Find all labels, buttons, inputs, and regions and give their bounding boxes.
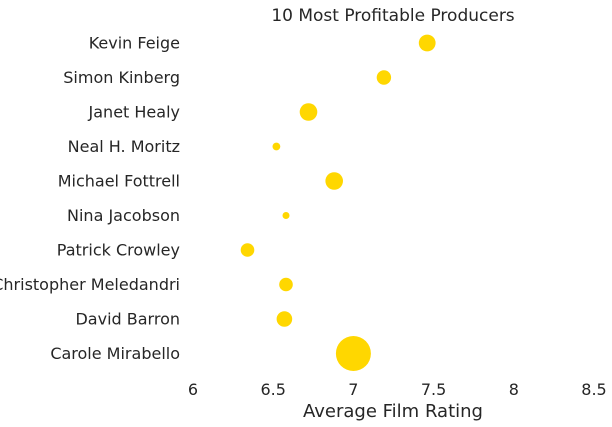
- chart-title: 10 Most Profitable Producers: [271, 6, 514, 26]
- x-tick-label: 7.5: [421, 380, 446, 399]
- y-tick-label: David Barron: [75, 310, 180, 329]
- x-axis-label: Average Film Rating: [303, 401, 483, 422]
- data-point: [272, 142, 281, 151]
- y-tick-label: Michael Fottrell: [58, 172, 180, 191]
- x-tick-label: 8: [509, 380, 519, 399]
- y-tick-label: Kevin Feige: [89, 34, 180, 53]
- x-tick-label: 8.5: [581, 380, 606, 399]
- y-tick-label: Janet Healy: [88, 103, 180, 122]
- x-tick-label: 6.5: [260, 380, 285, 399]
- y-tick-label: Neal H. Moritz: [68, 137, 180, 156]
- data-point: [276, 311, 293, 327]
- y-tick-label: Carole Mirabello: [50, 344, 180, 363]
- data-point: [376, 70, 392, 85]
- data-point: [299, 103, 318, 121]
- y-tick-label: Nina Jacobson: [67, 206, 180, 225]
- data-point: [325, 172, 344, 190]
- y-tick-label: Patrick Crowley: [57, 241, 180, 260]
- data-points: [240, 34, 436, 371]
- x-axis-ticks: 6 6.5 7 7.5 8 8.5: [188, 380, 607, 399]
- y-tick-label: Simon Kinberg: [63, 68, 180, 87]
- y-tick-label: Christopher Meledandri: [0, 275, 180, 294]
- data-point: [335, 336, 371, 371]
- data-point: [240, 243, 255, 257]
- data-point: [279, 277, 293, 292]
- x-tick-label: 6: [188, 380, 198, 399]
- x-tick-label: 7: [348, 380, 358, 399]
- data-point: [282, 212, 290, 219]
- data-point: [418, 34, 436, 52]
- y-axis-labels: Kevin Feige Simon Kinberg Janet Healy Neal …: [0, 34, 180, 364]
